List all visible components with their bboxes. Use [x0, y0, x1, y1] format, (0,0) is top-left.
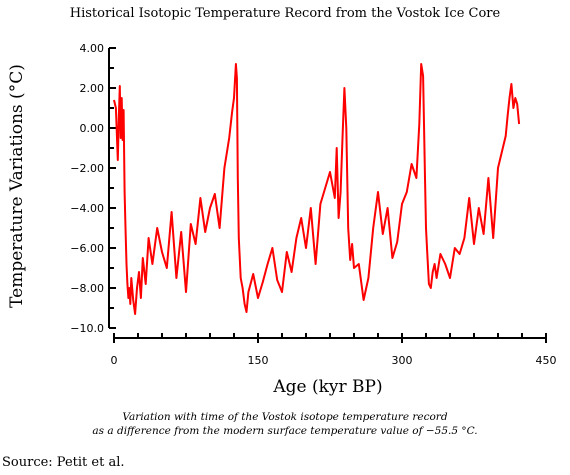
- axes: 4.00 2.00 0.00 −2.00 −4.00 −6.00 −8.00 −10.0 0 15…: [70, 42, 556, 367]
- caption-line-1: Variation with time of the Vostok isotop…: [122, 411, 448, 423]
- y-tick-label: 2.00: [80, 82, 105, 95]
- y-tick-label: −6.00: [70, 242, 104, 255]
- y-tick-label: −2.00: [70, 162, 104, 175]
- x-tick-label: 0: [111, 354, 118, 367]
- chart-title: Historical Isotopic Temperature Record f…: [70, 6, 501, 21]
- y-tick-label: −4.00: [70, 202, 104, 215]
- y-tick-label: 4.00: [80, 42, 105, 55]
- x-tick-label: 300: [392, 354, 413, 367]
- y-tick-label: −10.0: [70, 322, 104, 335]
- y-tick-label: 0.00: [80, 122, 105, 135]
- temperature-series-line: [113, 63, 521, 315]
- y-axis-label: Temperature Variations (°C): [7, 64, 27, 308]
- y-tick-label: −8.00: [70, 282, 104, 295]
- x-tick-label: 450: [536, 354, 557, 367]
- x-tick-label: 150: [248, 354, 269, 367]
- caption-line-2: as a difference from the modern surface …: [92, 425, 478, 437]
- x-axis-label: Age (kyr BP): [272, 377, 382, 397]
- source-note: Source: Petit et al.: [2, 455, 125, 470]
